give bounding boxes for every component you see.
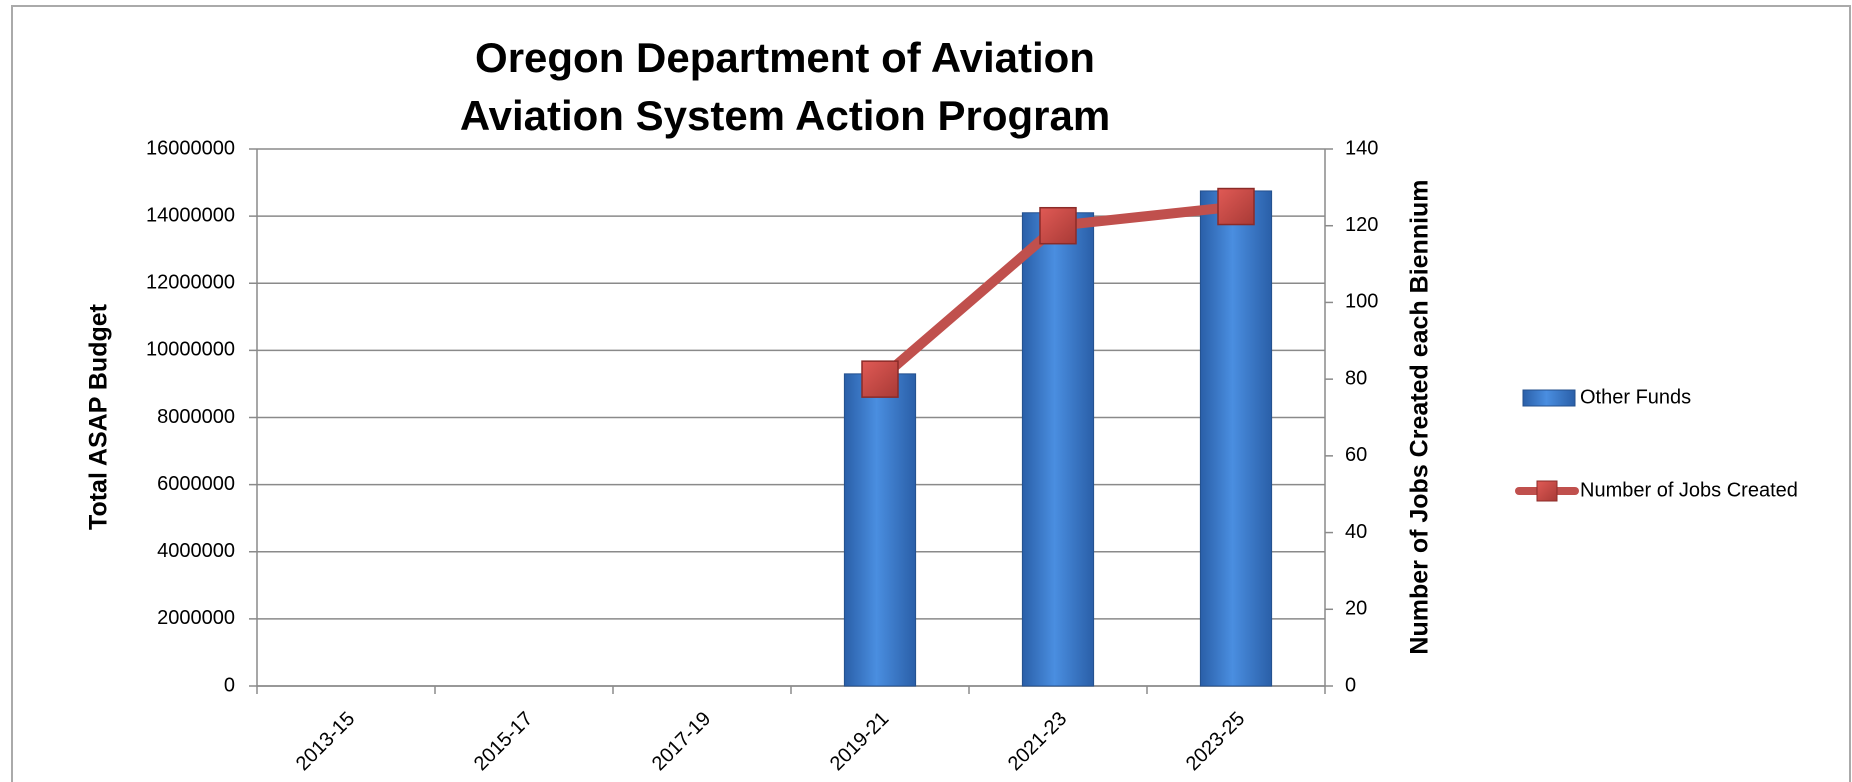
y-tick-label: 12000000 [146,272,235,294]
frame [11,5,1851,782]
y-tick-label: 14000000 [146,204,235,226]
chart-title: Oregon Department of Aviation [475,34,1095,81]
chart-title: Aviation System Action Program [460,92,1110,139]
x-tick-label: 2013-15 [292,708,359,775]
y-tick-label: 10000000 [146,339,235,361]
y2-tick-label: 140 [1345,137,1378,159]
bar [843,373,917,687]
y-tick-label: 2000000 [157,607,235,629]
y2-tick-label: 40 [1345,521,1367,543]
marker [1217,187,1255,226]
y2-tick-label: 100 [1345,291,1378,313]
y2-tick-label: 120 [1345,214,1378,236]
x-tick-label: 2021-23 [1004,708,1071,775]
x-tick-label: 2019-21 [826,708,893,775]
y2-tick-label: 80 [1345,367,1367,389]
y-tick-label: 8000000 [157,406,235,428]
y-axis-label: Total ASAP Budget [85,303,113,530]
x-tick-label: 2017-19 [648,708,715,775]
bar [1021,212,1095,687]
legend-label: Other Funds [1580,386,1691,408]
y2-tick-label: 0 [1345,674,1356,696]
y-tick-label: 0 [224,674,235,696]
y-tick-label: 6000000 [157,473,235,495]
y2-tick-label: 60 [1345,444,1367,466]
y-tick-label: 16000000 [146,137,235,159]
x-tick-label: 2015-17 [470,708,537,775]
marker [1039,206,1077,245]
legend-swatch [1536,480,1558,502]
y2-tick-label: 20 [1345,598,1367,620]
y2-axis-label: Number of Jobs Created each Biennium [1406,179,1434,654]
marker [861,360,899,398]
bar [1199,190,1273,687]
y-tick-label: 4000000 [157,540,235,562]
legend-swatch [1522,389,1576,407]
legend-label: Number of Jobs Created [1580,479,1798,501]
x-tick-label: 2023-25 [1182,708,1249,775]
